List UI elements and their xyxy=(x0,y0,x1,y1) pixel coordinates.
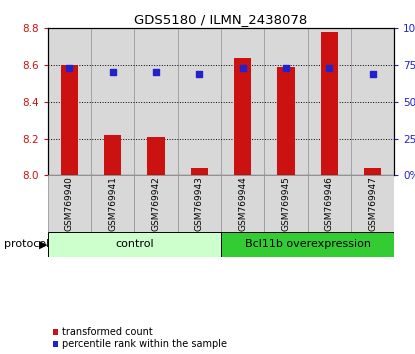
Text: GSM769940: GSM769940 xyxy=(65,176,74,231)
Bar xyxy=(221,28,264,175)
Bar xyxy=(351,28,394,175)
Bar xyxy=(221,232,394,257)
Bar xyxy=(48,28,91,175)
Bar xyxy=(308,175,351,232)
Legend: transformed count, percentile rank within the sample: transformed count, percentile rank withi… xyxy=(53,327,227,349)
Text: ▶: ▶ xyxy=(39,239,47,249)
Point xyxy=(110,70,116,75)
Bar xyxy=(91,28,134,175)
Point xyxy=(196,71,203,77)
Title: GDS5180 / ILMN_2438078: GDS5180 / ILMN_2438078 xyxy=(134,13,308,26)
Text: GSM769947: GSM769947 xyxy=(368,176,377,231)
Point xyxy=(66,65,73,71)
Text: control: control xyxy=(115,239,154,249)
Bar xyxy=(61,65,78,175)
Bar xyxy=(104,135,121,175)
Point xyxy=(153,70,159,75)
Text: GSM769945: GSM769945 xyxy=(281,176,290,231)
Point xyxy=(326,65,332,71)
Text: GSM769942: GSM769942 xyxy=(151,176,161,231)
Point xyxy=(283,65,289,71)
Bar xyxy=(321,32,338,175)
Bar xyxy=(178,28,221,175)
Bar xyxy=(264,28,308,175)
Text: GSM769946: GSM769946 xyxy=(325,176,334,231)
Bar xyxy=(190,168,208,175)
Bar xyxy=(364,168,381,175)
Bar xyxy=(91,175,134,232)
Bar xyxy=(48,232,221,257)
Text: protocol: protocol xyxy=(4,239,49,249)
Bar xyxy=(221,175,264,232)
Bar xyxy=(234,58,251,175)
Text: GSM769943: GSM769943 xyxy=(195,176,204,231)
Text: GSM769941: GSM769941 xyxy=(108,176,117,231)
Text: GSM769944: GSM769944 xyxy=(238,176,247,231)
Bar xyxy=(178,175,221,232)
Point xyxy=(369,71,376,77)
Bar xyxy=(351,175,394,232)
Bar xyxy=(48,175,91,232)
Bar xyxy=(308,28,351,175)
Bar xyxy=(134,175,178,232)
Text: Bcl11b overexpression: Bcl11b overexpression xyxy=(244,239,371,249)
Bar xyxy=(147,137,165,175)
Bar xyxy=(264,175,308,232)
Bar xyxy=(277,67,295,175)
Bar xyxy=(134,28,178,175)
Point xyxy=(239,65,246,71)
